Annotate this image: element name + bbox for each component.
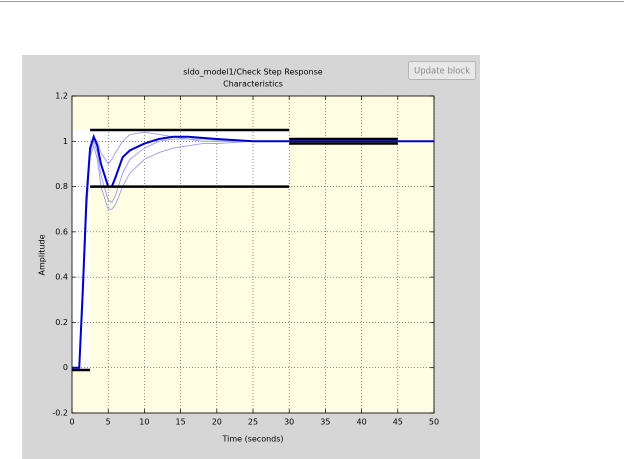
y-tick-label: 0.6: [55, 227, 68, 236]
x-tick-label: 5: [106, 418, 111, 427]
x-tick-label: 50: [429, 418, 439, 427]
y-tick-label: 0.4: [55, 273, 68, 282]
x-tick-label: 25: [248, 418, 258, 427]
y-tick-label: 0.2: [55, 318, 68, 327]
y-tick-label: 0.8: [55, 182, 68, 191]
allowed-region: [72, 129, 91, 370]
y-axis-label: Amplitude: [38, 234, 47, 275]
y-tick-label: -0.2: [52, 409, 68, 418]
chart-title: sldo_model1/Check Step Response: [183, 68, 322, 77]
x-tick-label: 40: [357, 418, 367, 427]
x-axis-label: Time (seconds): [221, 435, 283, 444]
x-tick-label: 30: [284, 418, 294, 427]
x-tick-label: 35: [320, 418, 330, 427]
x-tick-label: 20: [212, 418, 222, 427]
x-tick-label: 0: [69, 418, 74, 427]
chart-title: Characteristics: [223, 80, 283, 89]
y-tick-label: 1.2: [55, 92, 68, 101]
response-line: [72, 133, 434, 369]
update-block-button[interactable]: [408, 61, 476, 80]
x-tick-label: 45: [393, 418, 403, 427]
x-tick-label: 15: [176, 418, 186, 427]
plot: 0 5 10 15 20 25 30 35 40 45 50-0.200.20.40.60.811.…: [52, 92, 439, 427]
y-tick-label: 0: [63, 363, 68, 372]
axes-frame: [71, 95, 435, 414]
button-label[interactable]: Update block: [414, 67, 470, 77]
allowed-region: [90, 129, 290, 187]
x-tick-label: 10: [139, 418, 149, 427]
y-tick-label: 1: [63, 137, 68, 146]
